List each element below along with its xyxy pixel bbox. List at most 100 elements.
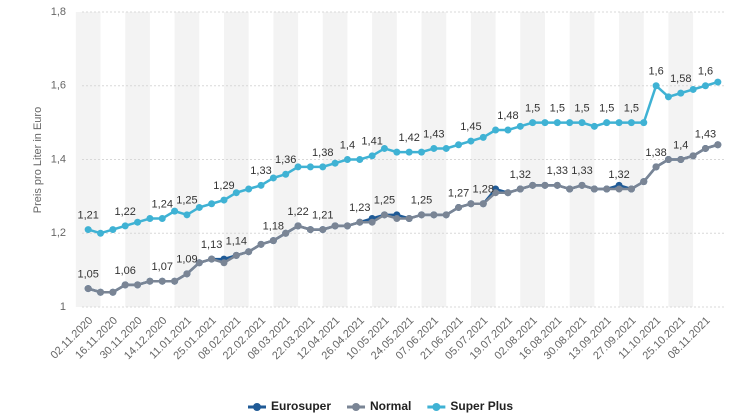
point bbox=[455, 203, 463, 211]
point bbox=[393, 148, 401, 156]
data-label: 1,5 bbox=[599, 103, 614, 115]
data-label: 1,58 bbox=[670, 73, 691, 85]
data-label: 1,25 bbox=[176, 195, 197, 207]
point bbox=[479, 133, 487, 141]
point bbox=[418, 148, 426, 156]
data-label: 1,42 bbox=[398, 132, 419, 144]
point bbox=[183, 270, 191, 278]
point bbox=[393, 215, 401, 222]
legend-label: Normal bbox=[370, 399, 411, 413]
point bbox=[430, 211, 438, 219]
point bbox=[405, 148, 413, 156]
data-label: 1,5 bbox=[624, 103, 639, 115]
point bbox=[455, 141, 463, 149]
point bbox=[701, 144, 709, 152]
point bbox=[418, 211, 426, 219]
point bbox=[134, 281, 142, 289]
point bbox=[356, 156, 364, 163]
data-label: 1,28 bbox=[473, 184, 494, 196]
data-label: 1,33 bbox=[571, 165, 592, 177]
point bbox=[652, 82, 660, 90]
point bbox=[677, 156, 685, 163]
data-label: 1,18 bbox=[263, 221, 284, 233]
data-label: 1,24 bbox=[152, 198, 173, 210]
point bbox=[171, 277, 179, 285]
legend-marker bbox=[253, 403, 261, 411]
point bbox=[590, 122, 598, 130]
point bbox=[615, 119, 623, 127]
point bbox=[97, 229, 105, 237]
legend-marker bbox=[432, 403, 441, 411]
point bbox=[331, 159, 339, 167]
point bbox=[640, 178, 648, 186]
data-label: 1,25 bbox=[374, 195, 395, 207]
point bbox=[430, 144, 438, 152]
point bbox=[566, 119, 574, 127]
data-label: 1,43 bbox=[695, 128, 716, 140]
data-label: 1,32 bbox=[510, 169, 531, 181]
point bbox=[541, 119, 549, 127]
band bbox=[372, 12, 397, 307]
point bbox=[232, 251, 240, 259]
point bbox=[84, 226, 92, 234]
point bbox=[121, 222, 129, 230]
data-label: 1,13 bbox=[201, 239, 222, 251]
data-label: 1,22 bbox=[287, 206, 308, 218]
point bbox=[578, 119, 586, 127]
point bbox=[529, 119, 537, 127]
data-label: 1,38 bbox=[312, 147, 333, 159]
point bbox=[516, 185, 524, 193]
point bbox=[220, 259, 228, 267]
band bbox=[273, 12, 299, 307]
point bbox=[195, 203, 203, 211]
point bbox=[467, 137, 475, 145]
point bbox=[603, 119, 611, 127]
y-tick-label: 1,2 bbox=[51, 227, 66, 239]
point bbox=[84, 285, 92, 293]
point bbox=[134, 218, 142, 226]
data-label: 1,23 bbox=[349, 202, 370, 214]
point bbox=[245, 248, 253, 256]
point bbox=[566, 185, 574, 193]
data-label: 1,21 bbox=[77, 209, 98, 221]
point bbox=[442, 211, 450, 219]
point bbox=[640, 119, 648, 127]
point bbox=[689, 152, 697, 160]
point bbox=[171, 207, 179, 215]
point bbox=[590, 185, 598, 193]
point bbox=[714, 78, 722, 86]
legend-marker bbox=[352, 403, 361, 411]
point bbox=[356, 218, 364, 226]
point bbox=[380, 211, 388, 219]
band bbox=[520, 12, 545, 307]
data-label: 1,14 bbox=[226, 235, 247, 247]
point bbox=[516, 122, 524, 130]
point bbox=[652, 163, 660, 171]
y-tick-label: 1,4 bbox=[51, 153, 66, 165]
point bbox=[146, 215, 154, 222]
data-label: 1,5 bbox=[525, 103, 540, 115]
point bbox=[245, 185, 253, 193]
data-label: 1,27 bbox=[448, 187, 469, 199]
point bbox=[269, 237, 277, 245]
point bbox=[319, 163, 327, 171]
legend-label: Super Plus bbox=[450, 399, 513, 413]
point bbox=[220, 196, 228, 204]
legend-item: Super Plus bbox=[427, 399, 513, 413]
legend-item: Eurosuper bbox=[248, 399, 331, 413]
data-label: 1,6 bbox=[698, 66, 713, 78]
point bbox=[714, 141, 722, 149]
data-label: 1,5 bbox=[550, 103, 565, 115]
data-label: 1,32 bbox=[608, 169, 629, 181]
data-label: 1,45 bbox=[460, 121, 481, 133]
data-label: 1,29 bbox=[213, 180, 234, 192]
y-axis-label: Preis pro Liter in Euro bbox=[32, 107, 44, 213]
data-label: 1,4 bbox=[340, 139, 355, 151]
point bbox=[553, 119, 561, 127]
point bbox=[677, 89, 685, 97]
point bbox=[306, 226, 314, 234]
point bbox=[492, 189, 500, 197]
data-label: 1,06 bbox=[115, 265, 136, 277]
point bbox=[492, 126, 500, 134]
